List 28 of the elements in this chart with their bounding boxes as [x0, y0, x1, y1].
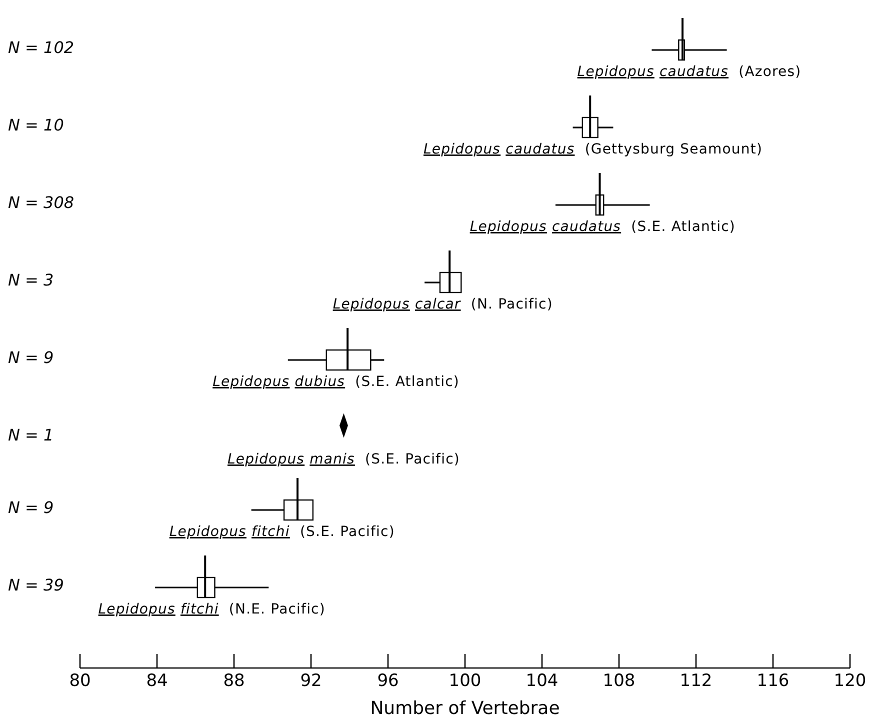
annotation: Lepidopus calcar (N. Pacific) [332, 296, 553, 312]
x-tick-label: 92 [300, 671, 322, 692]
annotation: Lepidopus caudatus (S.E. Atlantic) [470, 219, 736, 235]
x-tick-label: 96 [377, 671, 399, 692]
annotation: Lepidopus fitchi (N.E. Pacific) [98, 602, 326, 618]
y-tick-label: N = 102 [8, 38, 74, 57]
y-tick-label: N = 9 [8, 498, 54, 517]
x-tick-label: 108 [602, 671, 636, 692]
x-tick-label: 80 [69, 671, 91, 692]
annotation: Lepidopus fitchi (S.E. Pacific) [169, 524, 395, 540]
annotation: Lepidopus caudatus (Azores) [577, 64, 802, 80]
x-tick-label: 84 [146, 671, 168, 692]
y-tick-label: N = 39 [8, 576, 64, 594]
x-tick-label: 88 [223, 671, 245, 692]
y-tick-label: N = 9 [8, 348, 54, 367]
x-tick-label: 100 [448, 671, 482, 692]
annotation: Lepidopus caudatus (Gettysburg Seamount) [423, 142, 763, 158]
annotation: Lepidopus manis (S.E. Pacific) [227, 452, 460, 468]
x-tick-label: 112 [680, 671, 712, 692]
y-tick-label: N = 308 [8, 193, 74, 212]
x-axis-title: Number of Vertebrae [370, 698, 560, 719]
x-tick-label: 120 [834, 671, 866, 692]
annotation: Lepidopus dubius (S.E. Atlantic) [212, 374, 460, 390]
x-tick-label: 104 [526, 671, 558, 692]
y-tick-label: N = 10 [8, 116, 64, 134]
y-tick-label: N = 1 [8, 426, 54, 444]
x-tick-label: 116 [756, 671, 790, 692]
y-tick-label: N = 3 [8, 270, 54, 290]
